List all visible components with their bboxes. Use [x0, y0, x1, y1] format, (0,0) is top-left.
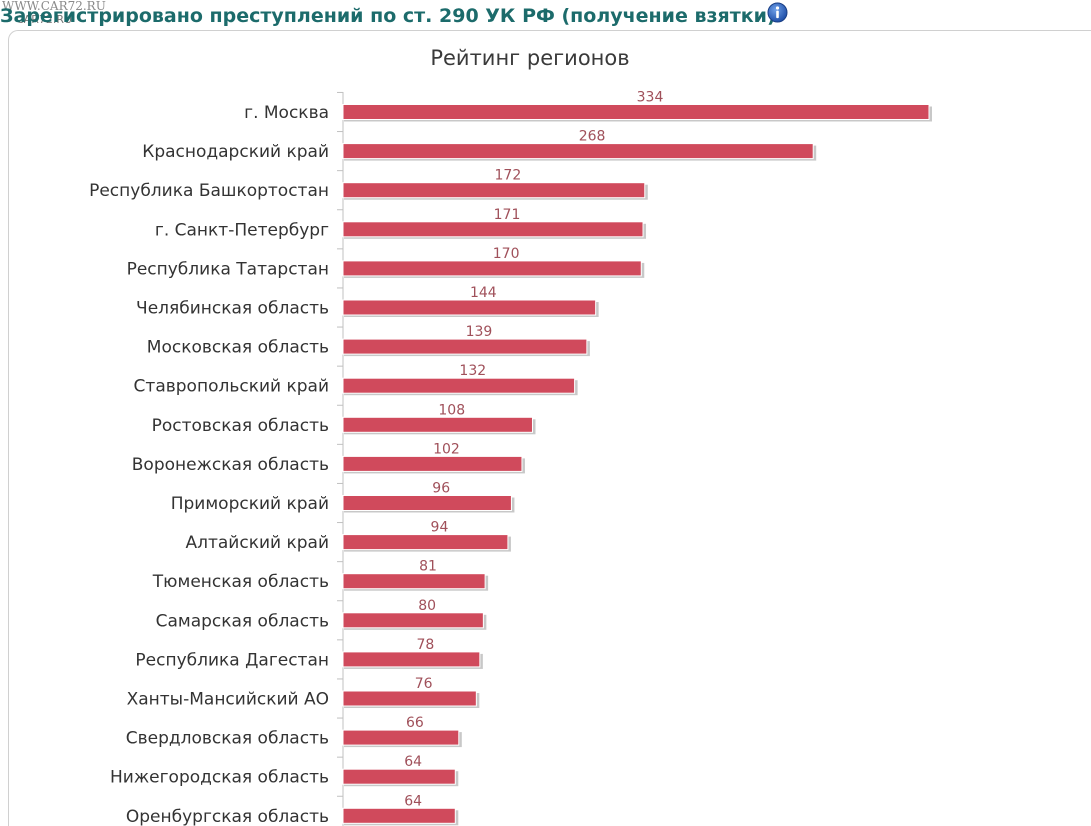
- category-label: Ханты-Мансийский АО: [127, 690, 329, 710]
- value-label: 81: [419, 559, 437, 575]
- value-label: 108: [438, 402, 465, 418]
- value-label: 76: [415, 676, 433, 692]
- category-label: Воронежская область: [132, 455, 329, 475]
- value-label: 334: [637, 90, 664, 106]
- category-label: Оренбургская область: [126, 807, 329, 826]
- value-label: 144: [470, 285, 497, 301]
- bar[interactable]: [342, 729, 460, 746]
- category-label: Краснодарский край: [142, 142, 329, 162]
- category-label: Алтайский край: [185, 533, 329, 553]
- value-label: 268: [579, 129, 606, 145]
- category-label: Самарская область: [156, 611, 329, 631]
- bar[interactable]: [342, 143, 814, 160]
- value-label: 80: [418, 598, 436, 614]
- category-label: Тюменская область: [152, 572, 329, 592]
- bar[interactable]: [342, 416, 533, 433]
- value-label: 171: [494, 207, 521, 223]
- bar[interactable]: [342, 299, 597, 316]
- bar[interactable]: [342, 768, 456, 785]
- value-label: 64: [404, 754, 422, 770]
- value-label: 170: [493, 246, 520, 262]
- bar[interactable]: [342, 651, 481, 668]
- category-label: Ставропольский край: [134, 377, 329, 397]
- value-label: 102: [433, 441, 460, 457]
- bar[interactable]: [342, 377, 576, 394]
- category-label: Республика Татарстан: [127, 259, 329, 279]
- value-label: 139: [466, 324, 493, 340]
- bar[interactable]: [342, 182, 646, 199]
- bar[interactable]: [342, 495, 512, 511]
- category-label: Республика Дагестан: [135, 650, 329, 670]
- value-label: 78: [417, 637, 435, 653]
- category-label: г. Москва: [244, 103, 329, 123]
- category-label: Челябинская область: [136, 299, 329, 319]
- bar[interactable]: [342, 338, 588, 355]
- category-label: Московская область: [147, 338, 329, 358]
- bar[interactable]: [342, 807, 456, 824]
- chart-title: Рейтинг регионов: [430, 46, 630, 70]
- value-label: 66: [406, 715, 424, 731]
- bar[interactable]: [342, 573, 486, 590]
- value-label: 94: [431, 520, 449, 536]
- category-label: Ростовская область: [152, 416, 329, 436]
- watermark-line2: CAR72.RU: [16, 13, 73, 26]
- value-label: 96: [432, 481, 450, 497]
- bar[interactable]: [342, 612, 484, 629]
- chart-panel: [8, 30, 1091, 826]
- info-icon[interactable]: [767, 2, 788, 23]
- watermark-line1: WWW.CAR72.RU: [2, 0, 106, 13]
- value-label: 132: [459, 363, 486, 379]
- category-label: Приморский край: [171, 494, 329, 514]
- watermark: WWW.CAR72.RU CAR72.RU: [2, 0, 106, 26]
- bar[interactable]: [342, 534, 509, 551]
- bar[interactable]: [342, 221, 644, 238]
- bar[interactable]: [342, 260, 642, 277]
- value-label: 172: [495, 168, 522, 184]
- category-label: г. Санкт-Петербург: [155, 220, 329, 240]
- bar[interactable]: [342, 455, 523, 472]
- bar[interactable]: [342, 104, 930, 120]
- bar[interactable]: [342, 690, 477, 707]
- value-label: 64: [404, 793, 422, 809]
- category-label: Нижегородская область: [110, 768, 329, 788]
- category-label: Свердловская область: [126, 729, 329, 749]
- category-label: Республика Башкортостан: [89, 181, 329, 201]
- page-title: Зарегистрировано преступлений по ст. 290…: [0, 5, 776, 27]
